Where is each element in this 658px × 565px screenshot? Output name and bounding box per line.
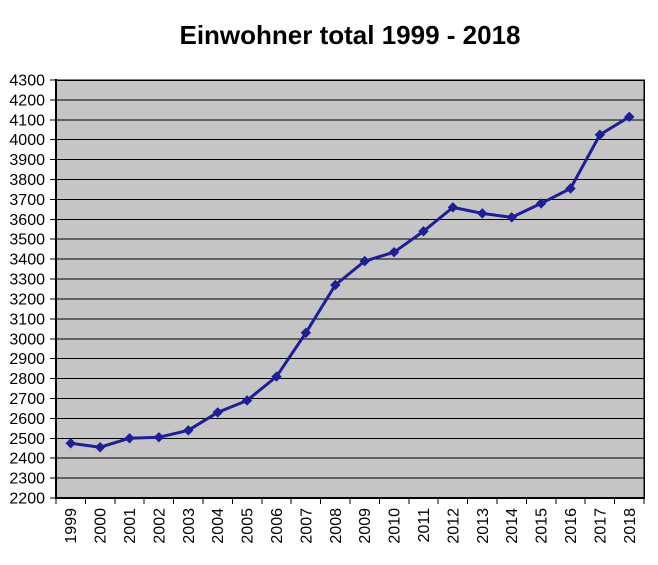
data-point-marker — [359, 255, 370, 267]
y-axis-tick-label: 2600 — [9, 411, 45, 428]
data-point-marker — [506, 212, 517, 223]
x-axis-tick-label: 2001 — [122, 508, 139, 544]
x-axis-tick-label: 2012 — [445, 508, 462, 544]
y-axis-tick-label: 2900 — [9, 351, 45, 368]
data-point-marker — [594, 129, 606, 140]
x-axis-tick-label: 2003 — [181, 508, 198, 544]
y-axis-tick-label: 3200 — [9, 291, 45, 308]
y-axis-tick-label: 3800 — [9, 172, 45, 189]
x-axis-tick-label: 2002 — [151, 508, 168, 544]
data-point-marker — [300, 327, 312, 338]
x-axis-tick-label: 2011 — [416, 508, 433, 543]
y-axis-tick-label: 3900 — [9, 152, 45, 169]
x-axis-tick-label: 2013 — [475, 508, 492, 544]
x-axis-tick-label: 2005 — [240, 508, 257, 544]
data-point-marker — [183, 425, 194, 436]
y-axis-tick-label: 2200 — [9, 491, 45, 508]
y-axis-tick-label: 4100 — [9, 112, 45, 129]
x-axis-tick-label: 2008 — [328, 508, 345, 544]
x-axis-tick-label: 2004 — [210, 508, 227, 544]
x-axis-tick-label: 2009 — [357, 508, 374, 544]
data-point-marker — [212, 407, 223, 418]
x-axis-tick-label: 2014 — [504, 508, 521, 544]
y-axis-tick-label: 2800 — [9, 371, 45, 388]
y-axis-tick-label: 4300 — [9, 73, 45, 90]
x-axis-tick-label: 2006 — [269, 508, 286, 544]
y-axis-tick-label: 3000 — [9, 331, 45, 348]
y-axis-tick-label: 4000 — [9, 132, 45, 149]
data-point-marker — [418, 226, 429, 237]
x-axis-tick-label: 2018 — [622, 508, 639, 544]
data-line — [69, 115, 631, 449]
data-point-marker — [94, 442, 106, 453]
y-axis-tick-label: 3100 — [9, 311, 45, 328]
data-point-marker — [271, 371, 282, 382]
data-point-marker — [624, 111, 635, 123]
data-point-marker — [388, 246, 400, 258]
data-point-marker — [330, 279, 341, 291]
data-point-marker — [124, 433, 135, 444]
y-axis-tick-label: 3700 — [9, 192, 45, 209]
y-axis-tick-label: 3300 — [9, 272, 45, 289]
y-axis-tick-label: 2300 — [9, 471, 45, 488]
x-axis-tick-label: 2010 — [387, 508, 404, 544]
y-axis-tick-label: 2400 — [9, 451, 45, 468]
x-axis-tick-label: 2007 — [298, 508, 315, 544]
y-axis-tick-label: 3400 — [9, 252, 45, 269]
y-axis-tick-label: 4200 — [9, 92, 45, 109]
x-axis-tick-label: 2000 — [93, 508, 110, 544]
plot-area — [56, 80, 644, 498]
y-axis-tick-label: 3600 — [9, 212, 45, 229]
data-point-marker — [565, 183, 576, 194]
x-axis-tick-label: 2015 — [534, 508, 551, 544]
y-axis-tick-label: 3500 — [9, 232, 45, 249]
y-axis-tick-label: 2700 — [9, 391, 45, 408]
data-point-marker — [447, 202, 459, 213]
x-axis-tick-label: 2017 — [592, 508, 609, 544]
x-axis-tick-label: 1999 — [63, 508, 80, 544]
data-point-marker — [65, 438, 76, 449]
data-point-marker — [477, 208, 488, 219]
data-point-marker — [535, 198, 547, 209]
y-axis-tick-label: 2500 — [9, 431, 45, 448]
data-point-marker — [153, 432, 165, 443]
chart-title: Einwohner total 1999 - 2018 — [179, 20, 521, 50]
data-point-marker — [241, 395, 253, 406]
x-axis-tick-label: 2016 — [563, 508, 580, 544]
